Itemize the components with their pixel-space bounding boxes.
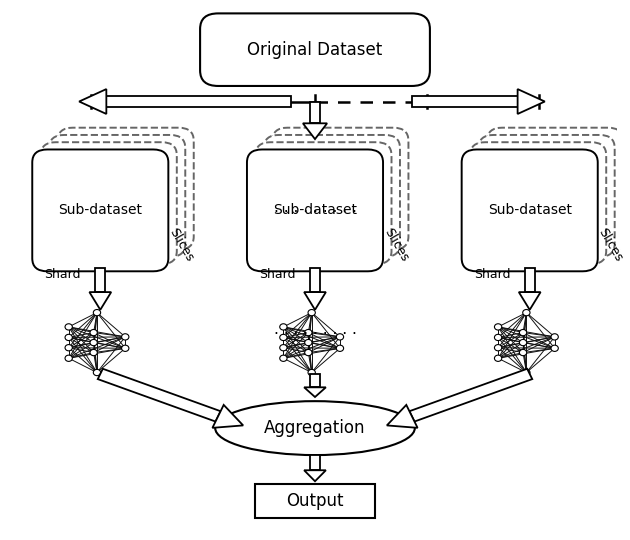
Text: Output: Output	[286, 492, 344, 510]
FancyBboxPatch shape	[479, 135, 615, 257]
Text: . . . . . . . . .: . . . . . . . . .	[273, 322, 357, 337]
Circle shape	[551, 334, 558, 340]
Text: Original Dataset: Original Dataset	[248, 40, 382, 59]
Text: Shard: Shard	[474, 268, 510, 281]
Circle shape	[65, 324, 72, 330]
FancyBboxPatch shape	[200, 14, 430, 86]
Circle shape	[305, 349, 312, 356]
Polygon shape	[310, 374, 320, 387]
FancyBboxPatch shape	[255, 142, 391, 264]
Text: Shard: Shard	[259, 268, 295, 281]
Polygon shape	[518, 89, 545, 114]
Polygon shape	[304, 292, 326, 310]
FancyBboxPatch shape	[41, 142, 177, 264]
FancyBboxPatch shape	[487, 127, 623, 249]
Circle shape	[305, 329, 312, 336]
Polygon shape	[387, 405, 418, 428]
Polygon shape	[525, 268, 535, 292]
Circle shape	[495, 324, 501, 330]
Circle shape	[495, 345, 501, 351]
Polygon shape	[310, 268, 320, 292]
Circle shape	[519, 329, 527, 336]
Circle shape	[523, 369, 530, 376]
Polygon shape	[106, 96, 291, 107]
Circle shape	[523, 309, 530, 316]
Text: Slices: Slices	[596, 226, 626, 264]
Circle shape	[519, 340, 527, 346]
Circle shape	[336, 345, 343, 352]
Circle shape	[280, 334, 287, 341]
Polygon shape	[98, 369, 220, 422]
Polygon shape	[79, 89, 106, 114]
Polygon shape	[412, 96, 518, 107]
Text: Slices: Slices	[166, 226, 196, 264]
Circle shape	[519, 349, 527, 356]
Circle shape	[93, 309, 101, 316]
Circle shape	[122, 345, 129, 352]
Circle shape	[495, 355, 501, 361]
Circle shape	[308, 369, 316, 376]
Polygon shape	[410, 369, 532, 422]
FancyBboxPatch shape	[32, 150, 168, 271]
Circle shape	[308, 309, 316, 316]
Circle shape	[90, 340, 97, 346]
FancyBboxPatch shape	[470, 142, 606, 264]
Circle shape	[495, 334, 501, 341]
Circle shape	[65, 355, 72, 361]
Polygon shape	[95, 268, 105, 292]
Text: Sub-dataset: Sub-dataset	[488, 204, 571, 218]
Polygon shape	[212, 405, 243, 428]
Polygon shape	[310, 455, 320, 470]
Polygon shape	[519, 292, 541, 310]
Text: Sub-dataset: Sub-dataset	[273, 204, 357, 218]
Text: Aggregation: Aggregation	[264, 419, 366, 437]
Circle shape	[90, 349, 97, 356]
FancyBboxPatch shape	[247, 150, 383, 271]
Text: . . . . . . . . .: . . . . . . . . .	[273, 200, 357, 215]
FancyBboxPatch shape	[49, 135, 185, 257]
Text: Sub-dataset: Sub-dataset	[59, 204, 142, 218]
Circle shape	[90, 329, 97, 336]
Circle shape	[65, 334, 72, 341]
Text: Shard: Shard	[44, 268, 81, 281]
Polygon shape	[89, 292, 111, 310]
Polygon shape	[303, 123, 327, 139]
Bar	[255, 484, 375, 517]
Circle shape	[280, 324, 287, 330]
FancyBboxPatch shape	[272, 127, 408, 249]
Circle shape	[280, 345, 287, 351]
Circle shape	[93, 369, 101, 376]
FancyBboxPatch shape	[462, 150, 598, 271]
Circle shape	[65, 345, 72, 351]
Circle shape	[336, 334, 343, 340]
Circle shape	[122, 334, 129, 340]
Polygon shape	[309, 102, 321, 123]
FancyBboxPatch shape	[264, 135, 400, 257]
Circle shape	[280, 355, 287, 361]
Text: Slices: Slices	[381, 226, 411, 264]
Ellipse shape	[215, 401, 415, 455]
Circle shape	[305, 340, 312, 346]
Circle shape	[551, 345, 558, 352]
FancyBboxPatch shape	[58, 127, 194, 249]
Polygon shape	[304, 387, 326, 397]
Polygon shape	[304, 470, 326, 481]
